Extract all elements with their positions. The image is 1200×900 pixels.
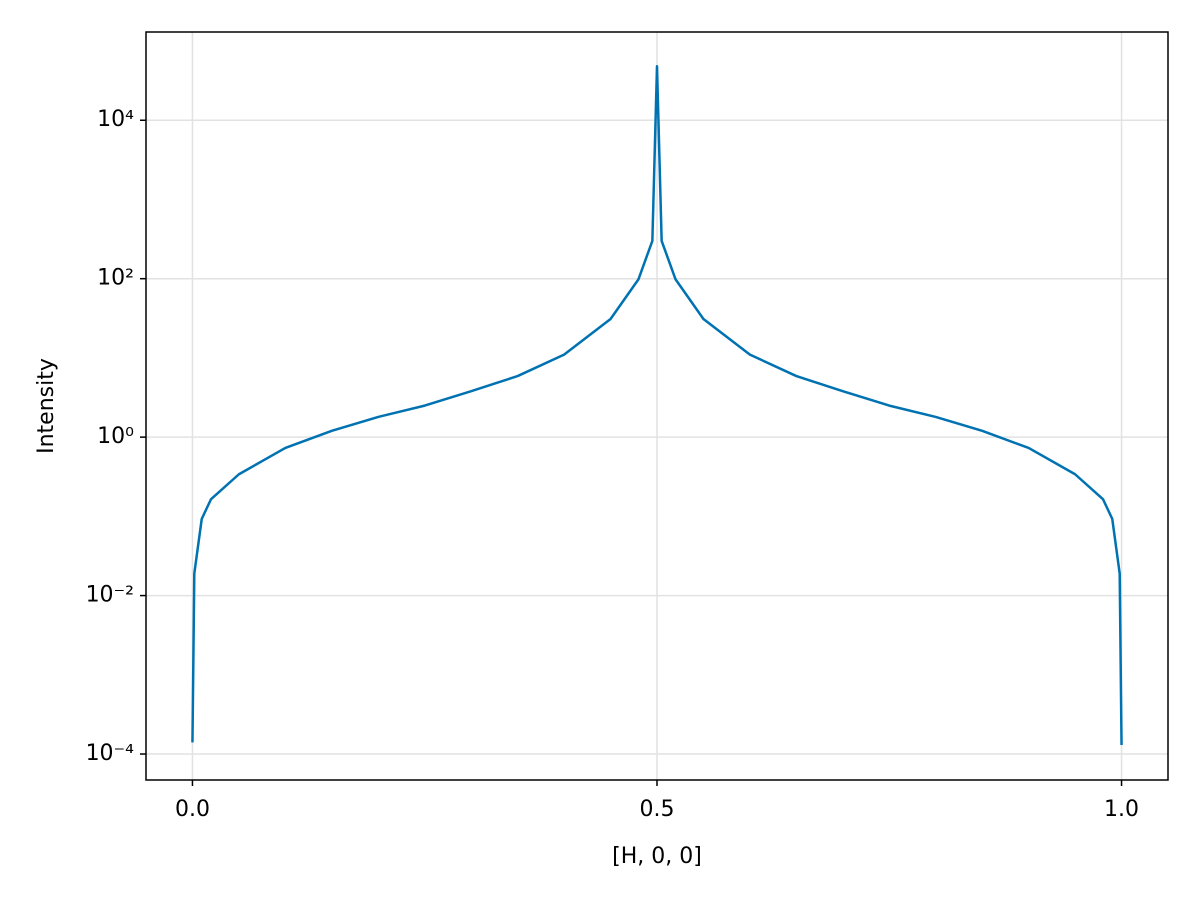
plot-frame [145, 31, 1169, 781]
y-axis-label: Intensity [34, 358, 59, 454]
y-tick-label: 10² [97, 266, 134, 291]
x-tick-label: 1.0 [1104, 797, 1139, 822]
x-tick-label: 0.5 [640, 797, 675, 822]
line-series [191, 65, 1123, 746]
y-tick-label: 10⁻⁴ [86, 741, 135, 766]
x-axis-label: [H, 0, 0] [612, 844, 702, 869]
y-tick-label: 10⁻² [86, 583, 134, 608]
y-tick-label: 10⁰ [97, 424, 134, 449]
x-tick-label: 0.0 [175, 797, 210, 822]
y-tick-label: 10⁴ [97, 107, 134, 132]
